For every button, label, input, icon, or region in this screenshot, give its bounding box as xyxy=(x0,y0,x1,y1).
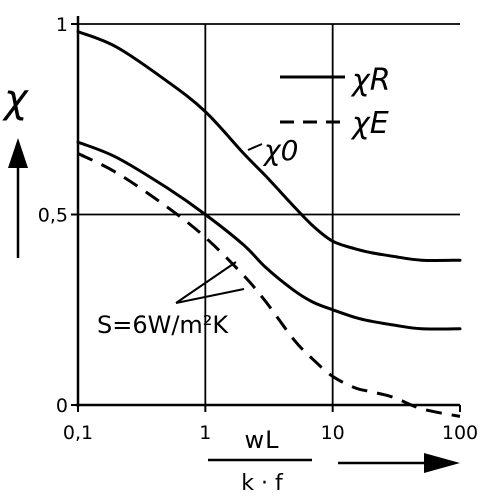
series-layer xyxy=(76,30,462,418)
y-axis-arrow-icon xyxy=(8,138,28,258)
chi0-annotation: χ0 xyxy=(247,134,298,167)
y-tick-label: 0 xyxy=(56,395,68,417)
y-tick-label: 1 xyxy=(56,14,68,36)
series-line-2 xyxy=(76,140,462,331)
axes xyxy=(71,16,461,412)
chi0-label: χ0 xyxy=(262,134,298,167)
x-tick-label: 0,1 xyxy=(63,422,93,444)
series-line-3 xyxy=(77,152,461,418)
x-axis-label: wL k · f xyxy=(208,426,312,496)
legend: χR χE xyxy=(280,63,391,141)
tick-labels: 0,1 1 10 100 0 0,5 1 xyxy=(38,14,478,444)
x-tick-label: 10 xyxy=(321,422,345,444)
y-tick-label: 0,5 xyxy=(38,205,68,227)
legend-label-e: χE xyxy=(350,106,389,141)
x-tick-label: 1 xyxy=(199,422,211,444)
x-tick-label: 100 xyxy=(442,422,478,444)
s-label: S=6W/m²K xyxy=(97,311,229,339)
x-axis-label-denominator: k · f xyxy=(241,471,284,496)
x-axis-arrow-icon xyxy=(338,453,460,473)
legend-label-r: χR xyxy=(350,63,391,98)
series-line-1 xyxy=(76,30,462,263)
y-axis-label: χ xyxy=(2,76,29,122)
x-axis-label-numerator: wL xyxy=(245,426,280,454)
s-annotation: S=6W/m²K xyxy=(97,261,245,339)
grid xyxy=(78,23,460,405)
